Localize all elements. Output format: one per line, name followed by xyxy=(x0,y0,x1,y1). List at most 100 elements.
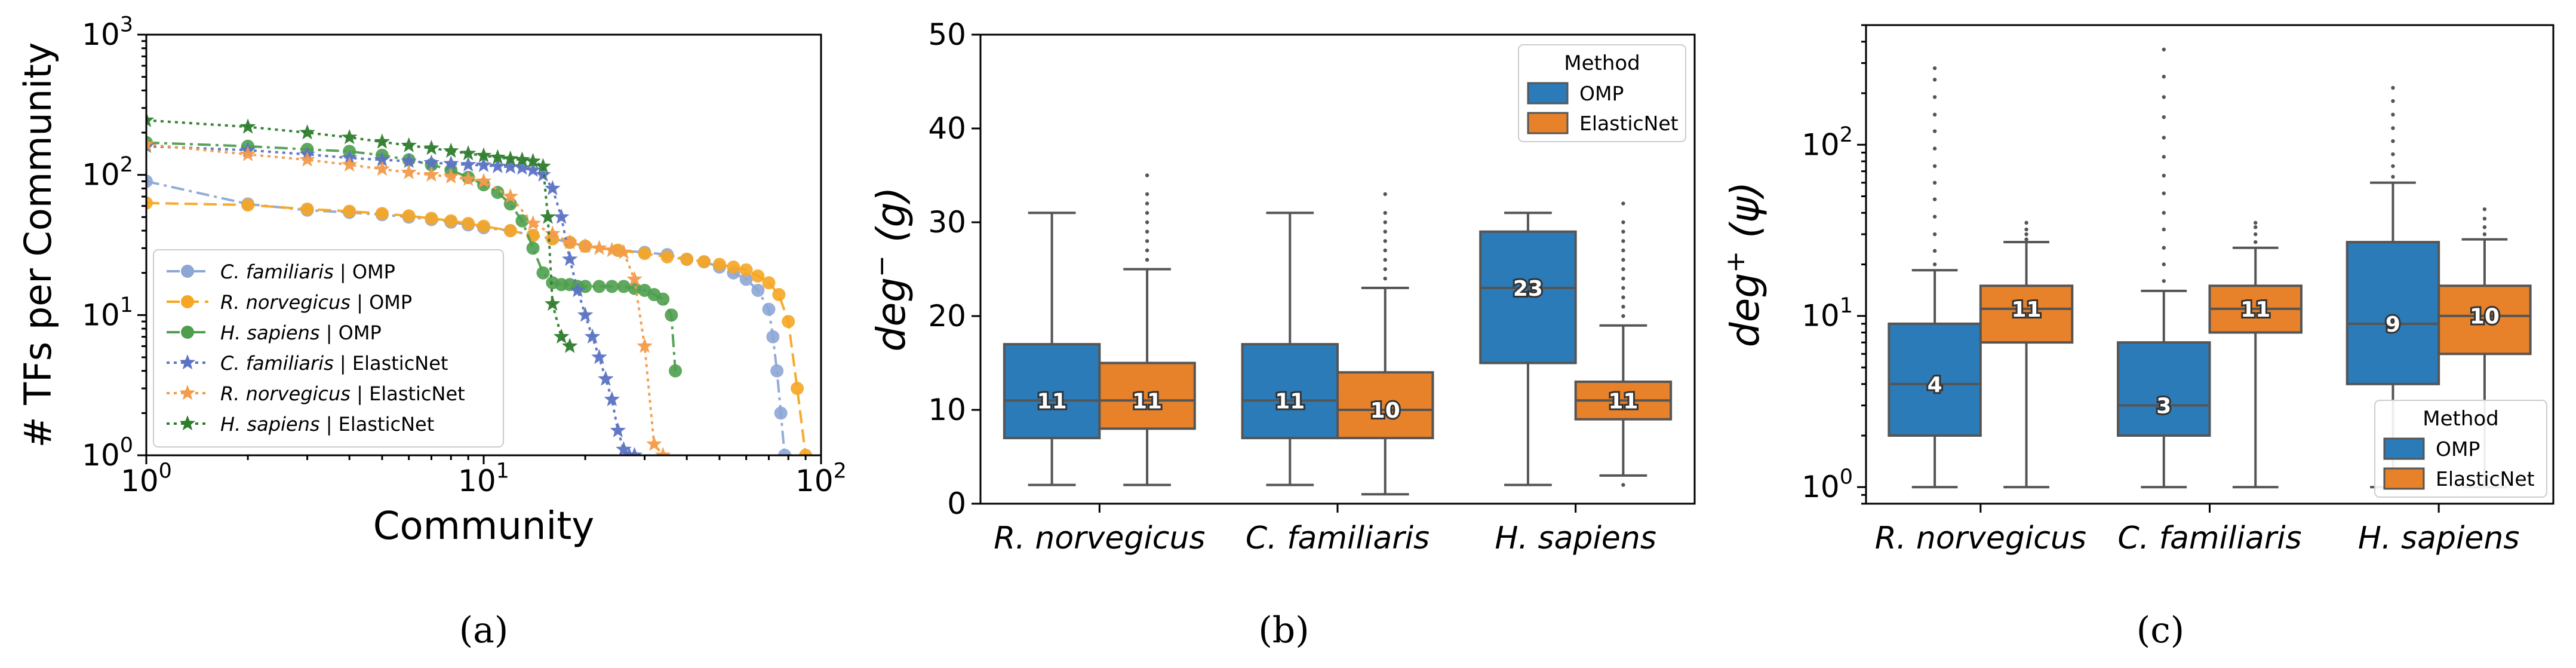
flier xyxy=(1932,197,1937,201)
data-point xyxy=(727,260,740,274)
data-point xyxy=(146,174,153,188)
flier xyxy=(2391,152,2395,157)
tick-exponent: 2 xyxy=(834,459,847,483)
data-point xyxy=(241,198,255,212)
series-line xyxy=(146,143,664,455)
flier xyxy=(2024,227,2028,232)
legend-method: | OMP xyxy=(351,291,412,314)
data-point xyxy=(545,180,561,195)
flier xyxy=(2254,220,2258,225)
tick-exponent: 2 xyxy=(120,153,133,177)
flier xyxy=(1932,215,1937,219)
median-label: 11 xyxy=(1037,389,1067,413)
y-tick-label: 0 xyxy=(947,486,966,521)
data-point xyxy=(536,266,550,280)
data-point xyxy=(341,156,358,172)
data-point xyxy=(610,422,626,437)
caption: (a) xyxy=(459,609,509,651)
x-tick-label: 101 xyxy=(458,459,509,499)
flier xyxy=(2162,191,2166,195)
legend-title: Method xyxy=(2423,407,2499,431)
flier xyxy=(1621,295,1625,299)
x-tick-label: H. sapiens xyxy=(1495,520,1656,556)
flier xyxy=(1145,248,1149,253)
flier xyxy=(2162,155,2166,159)
flier xyxy=(2024,220,2028,225)
legend-label: H. sapiens | OMP xyxy=(220,321,382,344)
data-point xyxy=(561,234,578,249)
tick-exponent: 1 xyxy=(120,293,133,317)
data-point xyxy=(762,302,776,316)
data-point xyxy=(460,145,477,161)
legend-marker xyxy=(179,385,196,400)
tick-exponent: 0 xyxy=(159,459,172,483)
data-point xyxy=(503,224,517,238)
data-point xyxy=(665,308,678,322)
data-point xyxy=(423,154,439,170)
data-point xyxy=(490,158,506,173)
tick-base: 10 xyxy=(458,464,496,498)
flier xyxy=(2391,99,2395,103)
flier xyxy=(2254,225,2258,229)
data-point xyxy=(300,202,314,216)
data-point xyxy=(762,276,776,290)
flier xyxy=(2482,232,2487,237)
legend-method: | ElasticNet xyxy=(334,352,448,375)
data-point xyxy=(525,215,541,231)
data-point xyxy=(626,447,643,455)
y-tick-label: 100 xyxy=(82,434,133,473)
ylabel-sup: − xyxy=(866,255,897,277)
ylabel-arg: (ψ) xyxy=(1722,182,1768,251)
legend-title: Method xyxy=(1564,51,1640,75)
y-tick-label: 101 xyxy=(1802,294,1853,333)
box xyxy=(1479,230,1577,364)
data-point xyxy=(299,151,315,167)
flier xyxy=(1621,483,1625,487)
flier xyxy=(1932,78,1937,82)
data-point xyxy=(656,292,670,306)
flier xyxy=(1932,66,1937,71)
tick-base: 10 xyxy=(82,17,120,52)
data-point xyxy=(526,241,540,255)
legend-label: ElasticNet xyxy=(1579,112,1679,135)
data-point xyxy=(374,161,391,176)
legend-species: R. norvegicus xyxy=(220,291,351,314)
tick-exponent: 0 xyxy=(120,434,133,458)
flier xyxy=(1383,211,1387,215)
flier xyxy=(1383,192,1387,197)
box xyxy=(1241,343,1339,440)
data-point xyxy=(477,219,490,233)
box xyxy=(1003,343,1101,440)
flier xyxy=(1621,258,1625,262)
series-group xyxy=(146,112,813,455)
flier xyxy=(2162,279,2166,283)
data-point xyxy=(637,338,653,353)
ylabel-base: deg xyxy=(868,277,914,351)
legend-label: H. sapiens | ElasticNet xyxy=(220,413,434,436)
data-point xyxy=(401,137,417,152)
flier xyxy=(1621,314,1625,318)
y-tick-label: 10 xyxy=(928,393,966,427)
legend-species: R. norvegicus xyxy=(220,382,351,405)
flier xyxy=(2254,240,2258,244)
data-point xyxy=(442,155,459,171)
series-line xyxy=(146,145,635,455)
data-point xyxy=(545,225,561,241)
x-tick-label: C. familiaris xyxy=(2117,520,2301,556)
flier xyxy=(2162,75,2166,79)
data-point xyxy=(605,280,619,293)
flier xyxy=(1383,220,1387,225)
data-point xyxy=(402,209,416,223)
legend-marker xyxy=(179,354,196,370)
data-point xyxy=(782,315,795,329)
tick-exponent: 1 xyxy=(1840,294,1853,318)
flier xyxy=(2391,126,2395,130)
legend-marker xyxy=(181,265,194,278)
data-point xyxy=(525,161,541,177)
median-label: 11 xyxy=(1275,389,1305,413)
flier xyxy=(1145,192,1149,197)
tick-base: 10 xyxy=(82,298,120,332)
data-point xyxy=(444,214,458,228)
data-point xyxy=(401,152,417,168)
